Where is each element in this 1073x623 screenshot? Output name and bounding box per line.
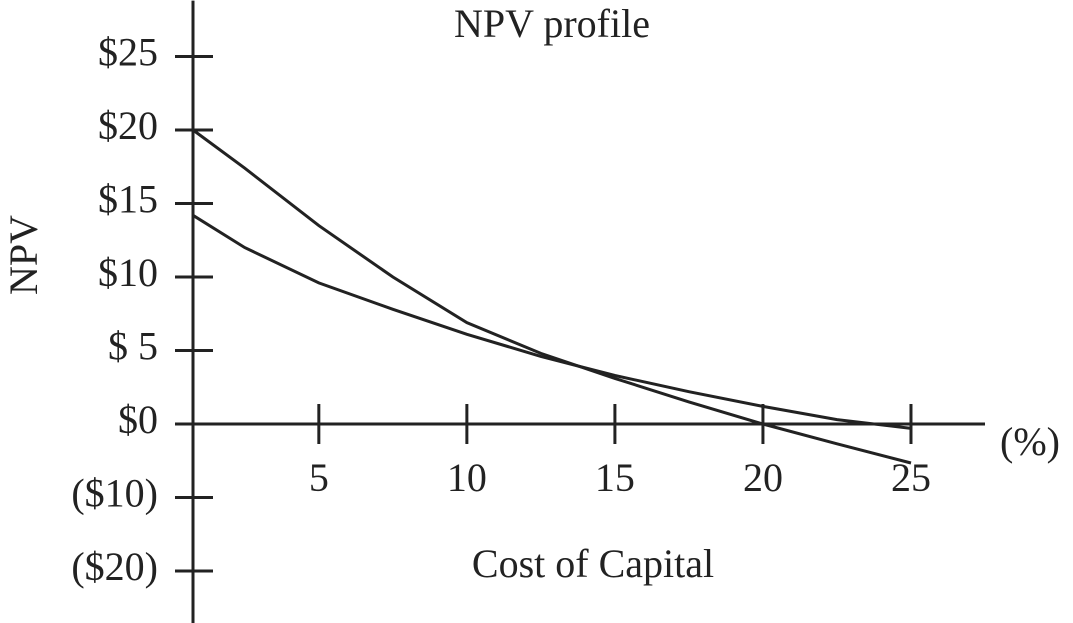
- x-tick-label: 5: [309, 455, 329, 500]
- line-series: [192, 214, 912, 430]
- chart-title: NPV profile: [454, 1, 650, 46]
- y-tick-label: $10: [98, 250, 158, 295]
- x-unit-label: (%): [1000, 419, 1060, 464]
- y-tick-label: $ 5: [108, 324, 158, 369]
- y-axis-label: NPV: [1, 215, 46, 295]
- y-tick-label: $25: [98, 30, 158, 75]
- y-tick-label: $0: [118, 397, 158, 442]
- y-tick-label: ($20): [71, 544, 158, 589]
- x-tick-label: 20: [743, 455, 783, 500]
- y-tick-label: $20: [98, 103, 158, 148]
- y-tick-label: $15: [98, 177, 158, 222]
- x-tick-label: 15: [595, 455, 635, 500]
- y-tick-label: ($10): [71, 471, 158, 516]
- x-axis-label: Cost of Capital: [472, 541, 714, 586]
- line-series: [192, 128, 912, 465]
- x-tick-label: 10: [447, 455, 487, 500]
